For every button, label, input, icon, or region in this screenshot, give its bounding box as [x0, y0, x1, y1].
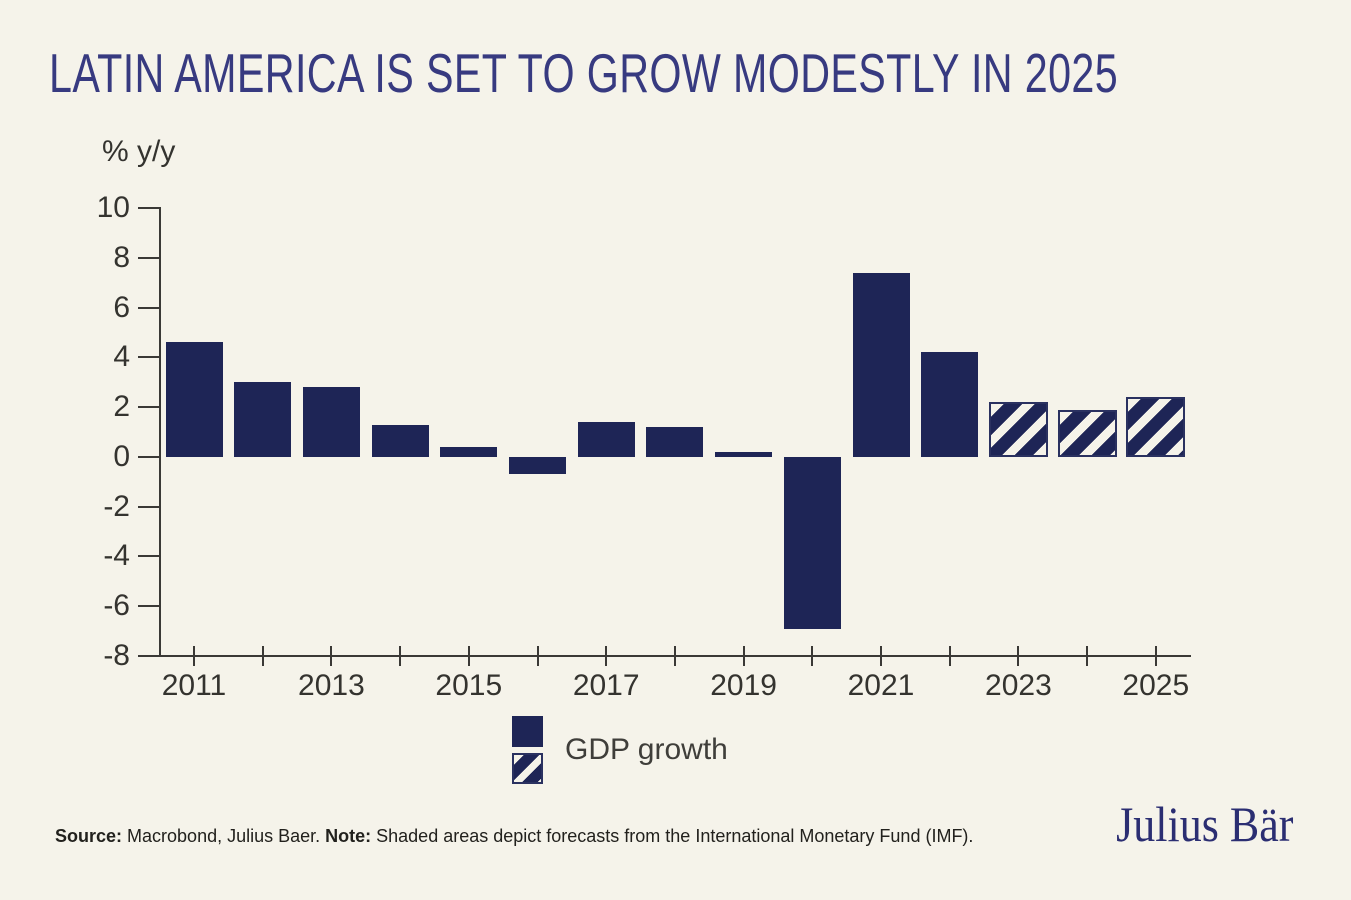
y-tick-label--6: -6 — [103, 589, 130, 623]
bar-2015 — [440, 446, 498, 457]
chart-legend: GDP growth — [512, 716, 728, 784]
bar-2018 — [646, 427, 704, 457]
y-tick-label--4: -4 — [103, 539, 130, 573]
x-tick-2025 — [1154, 646, 1157, 666]
y-tick-4 — [138, 356, 160, 359]
julius-baer-logo: Julius Bär — [1115, 796, 1293, 852]
legend-swatches — [512, 716, 543, 784]
legend-label: GDP growth — [565, 733, 728, 766]
y-tick-2 — [138, 406, 160, 409]
x-tick-label-2013: 2013 — [298, 669, 365, 702]
bar-2014 — [371, 424, 429, 457]
x-tick-2021 — [880, 646, 882, 666]
y-tick-10 — [138, 207, 160, 209]
bar-2013 — [302, 387, 360, 457]
bar-2019 — [715, 451, 773, 457]
y-tick-0 — [138, 455, 160, 458]
x-tick-2020 — [811, 646, 814, 666]
x-tick-2019 — [742, 646, 745, 666]
bar-2021 — [852, 272, 910, 457]
note-text: Shaded areas depict forecasts from the I… — [371, 826, 974, 846]
x-tick-label-2021: 2021 — [847, 669, 915, 702]
x-tick-2023 — [1017, 646, 1020, 666]
bar-2016 — [509, 456, 566, 475]
y-tick-6 — [138, 306, 160, 309]
source-label: Source: — [55, 826, 123, 846]
y-tick--8 — [138, 655, 160, 657]
x-tick-2013 — [330, 646, 333, 666]
forecast-bar-2024 — [1057, 409, 1117, 457]
x-tick-label-2015: 2015 — [435, 669, 503, 702]
chart-title: LATIN AMERICA IS SET TO GROW MODESTLY IN… — [49, 42, 1119, 104]
y-tick-label-8: 8 — [113, 240, 130, 274]
y-tick-label-6: 6 — [113, 290, 130, 324]
bar-2017 — [577, 422, 635, 457]
x-tick-2018 — [673, 646, 676, 666]
bar-2011 — [165, 342, 223, 457]
forecast-bar-2025 — [1126, 397, 1186, 457]
y-tick--2 — [138, 505, 160, 508]
x-tick-2014 — [399, 646, 402, 666]
y-tick--4 — [138, 555, 160, 558]
y-tick-8 — [138, 256, 160, 259]
x-tick-label-2011: 2011 — [161, 669, 227, 702]
x-tick-2022 — [948, 646, 951, 666]
x-tick-2024 — [1086, 646, 1089, 666]
y-tick-label--2: -2 — [103, 489, 130, 523]
legend-swatch-actual — [512, 716, 543, 747]
x-tick-2017 — [605, 646, 608, 666]
forecast-bar-2023 — [988, 402, 1048, 457]
source-text: Macrobond, Julius Baer. — [122, 826, 326, 846]
x-tick-2011 — [193, 646, 195, 666]
y-tick-label-4: 4 — [113, 340, 130, 374]
legend-swatch-forecast-hatch — [512, 753, 543, 784]
x-tick-label-2019: 2019 — [710, 669, 777, 702]
note-label: Note: — [325, 826, 372, 846]
source-note-text: Source: Macrobond, Julius Baer. Note: Sh… — [55, 826, 973, 847]
y-tick-label--8: -8 — [103, 639, 130, 672]
x-tick-2016 — [536, 646, 539, 666]
y-tick--6 — [138, 605, 160, 608]
y-tick-label-2: 2 — [113, 390, 130, 424]
bar-2020 — [783, 456, 841, 629]
y-axis-line — [159, 207, 161, 657]
bar-2012 — [234, 382, 292, 457]
x-tick-2015 — [467, 646, 470, 666]
y-axis-unit-label: % y/y — [102, 135, 176, 168]
x-tick-label-2017: 2017 — [572, 669, 640, 702]
bar-2022 — [921, 352, 979, 457]
x-tick-label-2025: 2025 — [1122, 669, 1190, 702]
x-tick-label-2023: 2023 — [985, 669, 1052, 702]
x-tick-2012 — [261, 646, 264, 666]
y-tick-label-0: 0 — [113, 439, 130, 473]
y-tick-label-10: 10 — [96, 191, 130, 224]
